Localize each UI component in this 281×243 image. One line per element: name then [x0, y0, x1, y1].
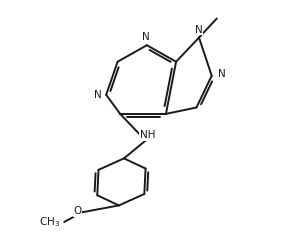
Text: N: N	[94, 90, 102, 100]
Text: N: N	[218, 69, 226, 79]
Text: NH: NH	[140, 130, 155, 140]
Text: N: N	[195, 25, 203, 35]
Text: N: N	[142, 32, 149, 43]
Text: O: O	[73, 206, 81, 216]
Text: CH$_3$: CH$_3$	[39, 216, 60, 229]
